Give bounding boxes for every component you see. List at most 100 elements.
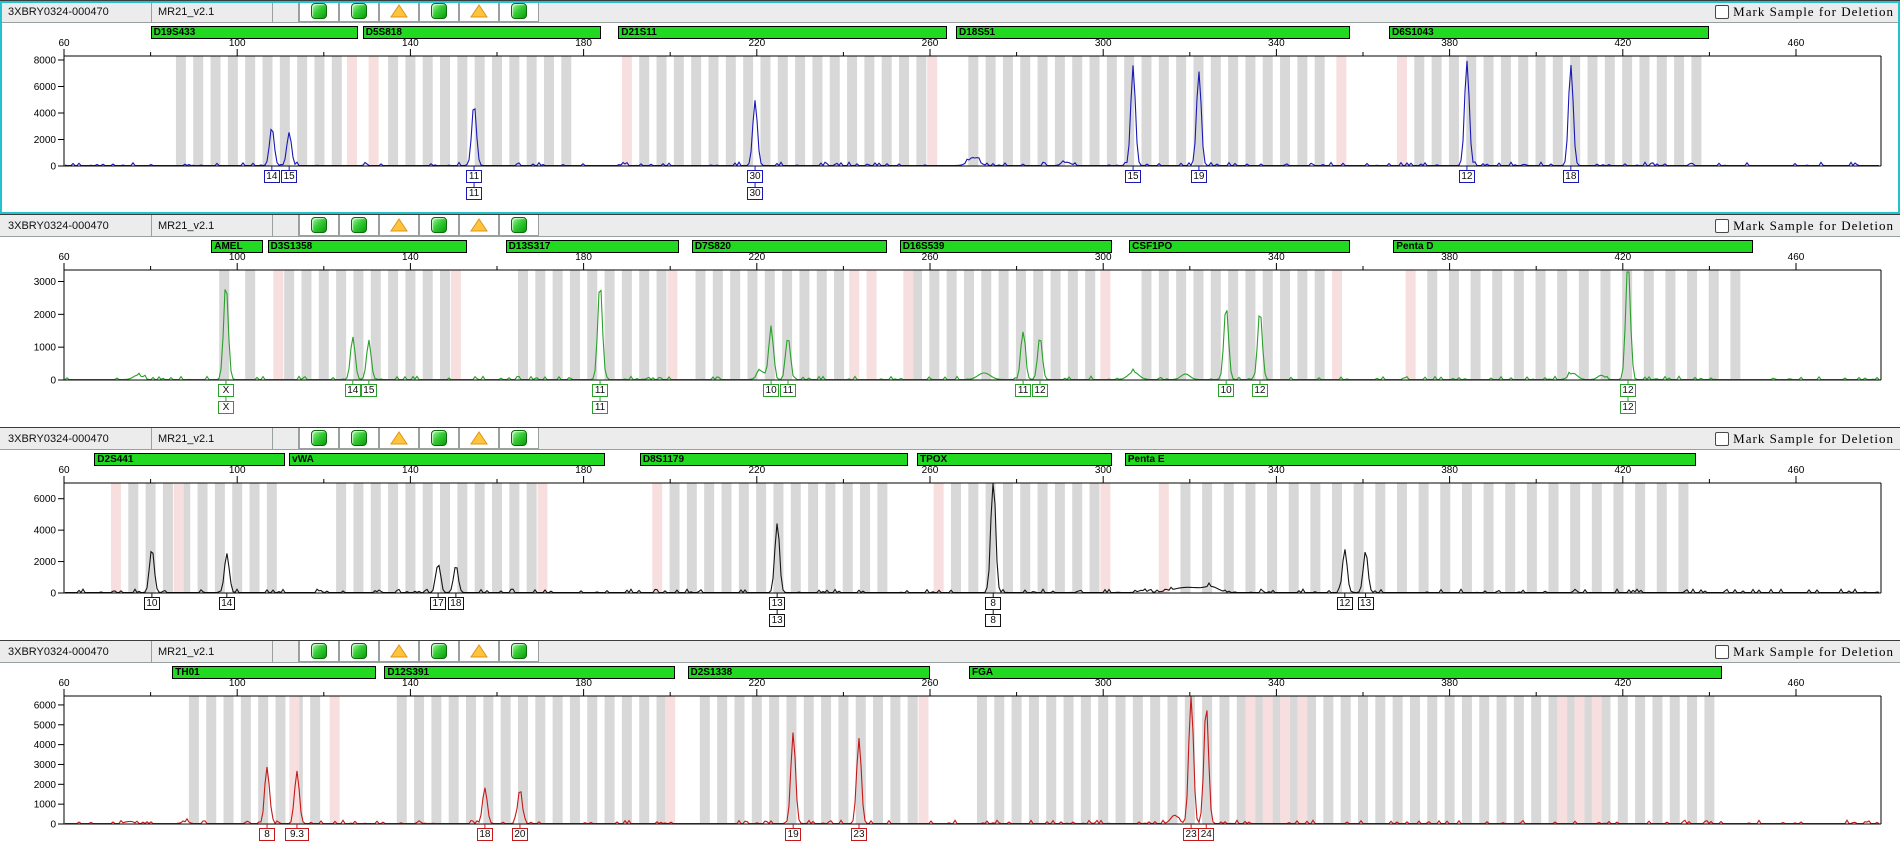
allele-label-vWA-17[interactable]: 17 [430, 597, 447, 610]
allele-label-AMEL-X[interactable]: X [217, 401, 234, 414]
allele-bin [1089, 483, 1100, 593]
allele-bin [1665, 270, 1676, 380]
allele-label-D16S539-12[interactable]: 12 [1031, 384, 1048, 397]
green-square-icon [311, 430, 327, 446]
allele-label-D18S51-15[interactable]: 15 [1125, 170, 1142, 183]
panel-name-cell[interactable]: MR21_v2.1 [152, 428, 273, 449]
allele-label-D6S1043-18[interactable]: 18 [1562, 170, 1579, 183]
allele-bin [1158, 270, 1169, 380]
panel-name-cell[interactable]: MR21_v2.1 [152, 641, 273, 662]
allele-bin [353, 483, 364, 593]
panel-name-cell[interactable]: MR21_v2.1 [152, 1, 273, 22]
allele-label-D7S820-11[interactable]: 11 [779, 384, 796, 397]
marker-bar-D3S1358: D3S1358 [267, 240, 467, 253]
allele-label-D2S1338-19[interactable]: 19 [785, 828, 802, 841]
allele-label-D3S1358-15[interactable]: 15 [360, 384, 377, 397]
allele-bin [738, 483, 749, 593]
allele-label-TPOX-8[interactable]: 8 [985, 614, 1002, 627]
sample-name-cell[interactable]: 3XBRY0324-000470 [0, 1, 152, 22]
allele-label-D5S818-11[interactable]: 11 [466, 187, 483, 200]
allele-label-TH01-9.3[interactable]: 9.3 [284, 828, 309, 841]
allele-label-CSF1PO-10[interactable]: 10 [1218, 384, 1235, 397]
allele-bin [968, 56, 979, 166]
allele-label-TPOX-8[interactable]: 8 [985, 597, 1002, 610]
allele-label-D21S11-30[interactable]: 30 [747, 187, 764, 200]
status-pass-cell [299, 215, 339, 236]
mark-sample-checkbox[interactable] [1715, 644, 1730, 659]
allele-label-D18S51-19[interactable]: 19 [1190, 170, 1207, 183]
allele-bin [1479, 696, 1490, 824]
allele-label-D2S441-14[interactable]: 14 [218, 597, 235, 610]
yellow-triangle-icon [390, 431, 408, 445]
marker-bar-D16S539: D16S539 [899, 240, 1112, 253]
x-tick-label: 60 [58, 252, 70, 263]
allele-bin [1552, 56, 1563, 166]
x-tick-label: 460 [1788, 252, 1805, 263]
mark-sample-checkbox[interactable] [1715, 431, 1730, 446]
allele-bin [561, 56, 572, 166]
marker-bar-D13S317: D13S317 [505, 240, 679, 253]
sample-name-cell[interactable]: 3XBRY0324-000470 [0, 215, 152, 236]
allele-label-D2S441-10[interactable]: 10 [143, 597, 160, 610]
mark-sample-checkbox[interactable] [1715, 218, 1730, 233]
x-tick-label: 100 [229, 252, 246, 263]
green-square-icon [511, 643, 527, 659]
allele-bin [639, 56, 650, 166]
sample-name-cell[interactable]: 3XBRY0324-000470 [0, 641, 152, 662]
mark-sample-checkbox[interactable] [1715, 4, 1730, 19]
allele-label-CSF1PO-12[interactable]: 12 [1251, 384, 1268, 397]
allele-bin [621, 270, 632, 380]
allele-label-vWA-18[interactable]: 18 [447, 597, 464, 610]
sample-name-cell[interactable]: 3XBRY0324-000470 [0, 428, 152, 449]
allele-bin [734, 696, 745, 824]
allele-label-D19S433-15[interactable]: 15 [281, 170, 298, 183]
allele-bin [1635, 483, 1646, 593]
allele-label-AMEL-X[interactable]: X [217, 384, 234, 397]
allele-bin [275, 696, 286, 824]
allele-bin [950, 483, 961, 593]
allele-bin [981, 270, 992, 380]
allele-label-FGA-24[interactable]: 24 [1198, 828, 1215, 841]
quality-flag-icons [299, 428, 539, 449]
allele-label-D2S1338-23[interactable]: 23 [850, 828, 867, 841]
allele-label-D8S1179-13[interactable]: 13 [769, 614, 786, 627]
allele-label-D3S1358-14[interactable]: 14 [344, 384, 361, 397]
allele-bin [704, 483, 715, 593]
allele-label-D13S317-11[interactable]: 11 [592, 401, 609, 414]
yellow-triangle-icon [390, 218, 408, 232]
mark-for-deletion-group: Mark Sample for Deletion [1715, 641, 1894, 662]
x-tick-label: 60 [58, 38, 70, 49]
allele-bin [1639, 56, 1650, 166]
allele-bin [725, 56, 736, 166]
allele-bin [396, 696, 407, 824]
allele-label-D16S539-11[interactable]: 11 [1015, 384, 1032, 397]
x-tick-label: 260 [922, 38, 939, 49]
allele-label-Penta-E-13[interactable]: 13 [1357, 597, 1374, 610]
allele-bin [1046, 696, 1057, 824]
allele-label-FGA-23[interactable]: 23 [1183, 828, 1200, 841]
allele-label-D7S820-10[interactable]: 10 [763, 384, 780, 397]
allele-bin [1431, 56, 1442, 166]
mark-sample-label: Mark Sample for Deletion [1733, 643, 1894, 659]
allele-label-D13S317-11[interactable]: 11 [592, 384, 609, 397]
allele-bin [474, 483, 485, 593]
allele-bin [318, 270, 329, 380]
allele-label-D6S1043-12[interactable]: 12 [1458, 170, 1475, 183]
allele-bin [483, 696, 494, 824]
allele-label-D8S1179-13[interactable]: 13 [769, 597, 786, 610]
allele-label-D12S391-18[interactable]: 18 [476, 828, 493, 841]
allele-label-Penta-D-12[interactable]: 12 [1619, 401, 1636, 414]
allele-label-Penta-E-12[interactable]: 12 [1336, 597, 1353, 610]
panel-name-cell[interactable]: MR21_v2.1 [152, 215, 273, 236]
allele-label-D21S11-30[interactable]: 30 [747, 170, 764, 183]
allele-bin [1106, 56, 1117, 166]
allele-label-Penta-D-12[interactable]: 12 [1619, 384, 1636, 397]
allele-bin [691, 56, 702, 166]
allele-label-D12S391-20[interactable]: 20 [511, 828, 528, 841]
x-tick-label: 340 [1268, 678, 1285, 689]
allele-label-TH01-8[interactable]: 8 [259, 828, 276, 841]
allele-label-D5S818-11[interactable]: 11 [466, 170, 483, 183]
allele-bin [1202, 696, 1213, 824]
allele-bin [1392, 696, 1403, 824]
allele-label-D19S433-14[interactable]: 14 [263, 170, 280, 183]
